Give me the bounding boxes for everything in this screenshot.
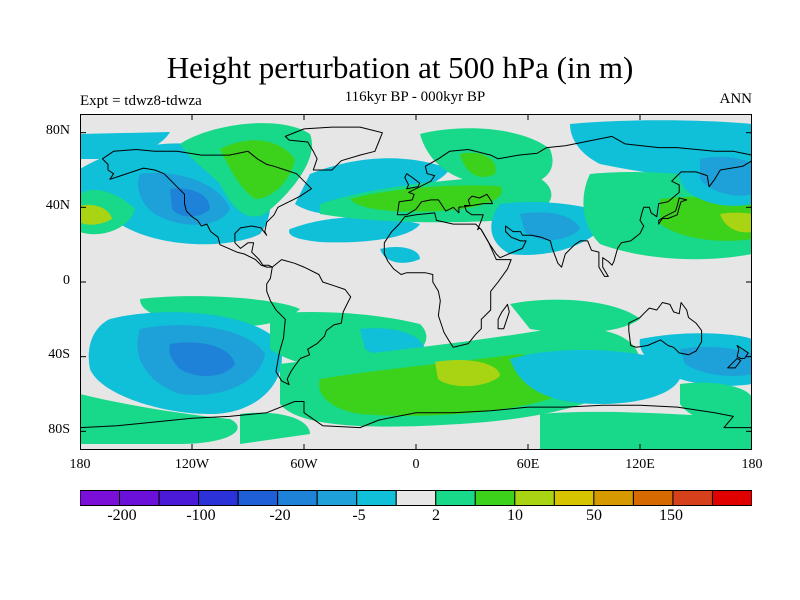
colorbar-box — [395, 490, 437, 506]
contour-region — [435, 359, 500, 387]
colorbar-box — [119, 490, 160, 506]
colorbar — [80, 490, 752, 506]
colorbar-box — [237, 490, 279, 506]
colorbar-box — [711, 490, 752, 506]
contour-region — [510, 299, 640, 333]
colorbar-box — [632, 490, 674, 506]
lat-label-80n: 80N — [45, 123, 70, 138]
lon-label-180w: 180 — [69, 457, 91, 472]
contour-region — [680, 382, 752, 426]
contour-region — [680, 346, 752, 376]
coastline — [658, 197, 688, 225]
coastline — [727, 358, 742, 369]
colorbar-box — [435, 490, 476, 506]
coastline — [266, 259, 352, 386]
colorbar-label-1: -200 — [107, 507, 137, 524]
lat-label-0: 0 — [63, 273, 70, 288]
lat-label-40s: 40S — [48, 347, 70, 362]
colorbar-box — [277, 490, 318, 506]
colorbar-label-6: 10 — [507, 507, 523, 524]
contour-region — [80, 394, 238, 444]
coastline — [101, 149, 312, 268]
contour-region — [520, 212, 580, 240]
colorbar-label-8: 150 — [659, 507, 683, 524]
contour-region — [80, 132, 170, 159]
colorbar-label-2: -100 — [186, 507, 216, 524]
colorbar-box — [593, 490, 634, 506]
colorbar-label-4: -5 — [352, 507, 366, 524]
contour-region — [80, 204, 112, 225]
contour-region — [380, 247, 420, 263]
map-panel — [80, 114, 752, 450]
colorbar-box — [514, 490, 555, 506]
coastline — [628, 302, 703, 356]
lat-label-40n: 40N — [45, 198, 70, 213]
coastline — [497, 303, 510, 330]
season-label: ANN — [719, 91, 753, 107]
axis-ticks — [80, 114, 752, 450]
contour-region — [319, 354, 565, 416]
contour-region — [540, 411, 752, 450]
contour-region — [289, 217, 420, 243]
contour-region — [240, 412, 310, 444]
experiment-label: Expt = tdwz8-tdwza — [80, 93, 202, 109]
colorbar-box — [474, 490, 516, 506]
lon-label-180e: 180 — [741, 457, 763, 472]
lon-label-0: 0 — [412, 457, 420, 472]
lon-label-120w: 120W — [174, 457, 210, 472]
coastline — [736, 345, 749, 359]
colorbar-box — [553, 490, 595, 506]
colorbar-label-7: 50 — [586, 507, 602, 524]
contour-region — [169, 342, 235, 376]
colorbar-box — [198, 490, 239, 506]
colorbar-box — [80, 490, 121, 506]
coastline — [284, 126, 383, 171]
contour-region — [510, 349, 682, 404]
coastline — [80, 401, 752, 429]
coastlines — [80, 126, 752, 429]
colorbar-label-5: 2 — [432, 507, 440, 524]
contour-region — [460, 152, 496, 178]
lon-label-60w: 60W — [290, 457, 318, 472]
colorbar-box — [672, 490, 713, 506]
lon-label-120e: 120E — [625, 457, 655, 472]
contour-region — [170, 188, 210, 217]
lat-label-80s: 80S — [48, 422, 70, 437]
plot-subtitle: 116kyr BP - 000kyr BP — [344, 89, 486, 105]
contour-field — [80, 120, 752, 450]
lon-label-60e: 60E — [516, 457, 540, 472]
colorbar-box — [356, 490, 397, 506]
colorbar-label-3: -20 — [269, 507, 291, 524]
coastline — [404, 173, 421, 190]
contour-region — [220, 140, 295, 199]
coastline — [396, 135, 752, 277]
coastline — [383, 212, 512, 348]
colorbar-box — [158, 490, 200, 506]
contour-region — [660, 196, 752, 241]
contour-region — [720, 212, 752, 233]
colorbar-box — [316, 490, 358, 506]
plot-title: Height perturbation at 500 hPa (in m) — [166, 50, 634, 85]
contour-region — [350, 185, 502, 212]
